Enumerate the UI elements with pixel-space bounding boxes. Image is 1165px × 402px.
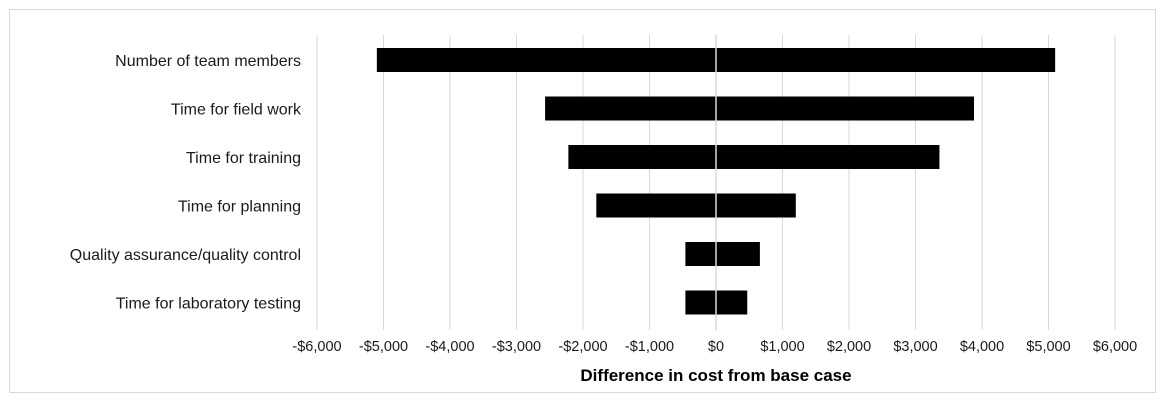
bar-positive — [716, 96, 975, 121]
bar-positive — [716, 290, 748, 315]
x-tick-label: $0 — [708, 339, 724, 355]
bar-negative — [376, 48, 716, 72]
x-axis-title: Difference in cost from base case — [580, 366, 851, 385]
bar-positive — [716, 145, 940, 169]
x-tick-label: $4,000 — [960, 339, 1004, 355]
x-tick-label: -$1,000 — [625, 339, 674, 355]
bar-negative — [685, 242, 716, 266]
category-label: Time for laboratory testing — [116, 296, 301, 313]
bar-negative — [545, 96, 716, 121]
gridlines — [316, 35, 1116, 330]
bars — [376, 48, 1056, 315]
bar-positive — [716, 48, 1056, 72]
bar-negative — [596, 193, 716, 218]
bar-negative — [685, 290, 716, 315]
x-tick-label: -$6,000 — [292, 339, 341, 355]
category-label: Time for field work — [171, 102, 302, 119]
x-tick-label: -$4,000 — [425, 339, 474, 355]
x-tick-label: $6,000 — [1093, 339, 1137, 355]
bar-negative — [568, 145, 716, 169]
x-tick-label: -$3,000 — [492, 339, 541, 355]
category-label: Quality assurance/quality control — [70, 247, 301, 264]
category-label: Time for training — [186, 150, 301, 167]
x-tick-labels: -$6,000 -$5,000 -$4,000 -$3,000 -$2,000 -$1,0… — [292, 339, 1137, 355]
x-tick-label: -$5,000 — [359, 339, 408, 355]
category-label: Number of team members — [115, 53, 301, 70]
x-tick-label: $2,000 — [827, 339, 871, 355]
bar-positive — [716, 242, 760, 266]
category-label: Time for planning — [178, 199, 301, 216]
x-tick-label: $5,000 — [1026, 339, 1070, 355]
x-tick-label: -$2,000 — [558, 339, 607, 355]
x-tick-label: $3,000 — [893, 339, 937, 355]
bar-positive — [716, 193, 796, 218]
x-tick-label: $1,000 — [760, 339, 804, 355]
category-labels: Number of team members Time for field wor… — [70, 53, 302, 313]
